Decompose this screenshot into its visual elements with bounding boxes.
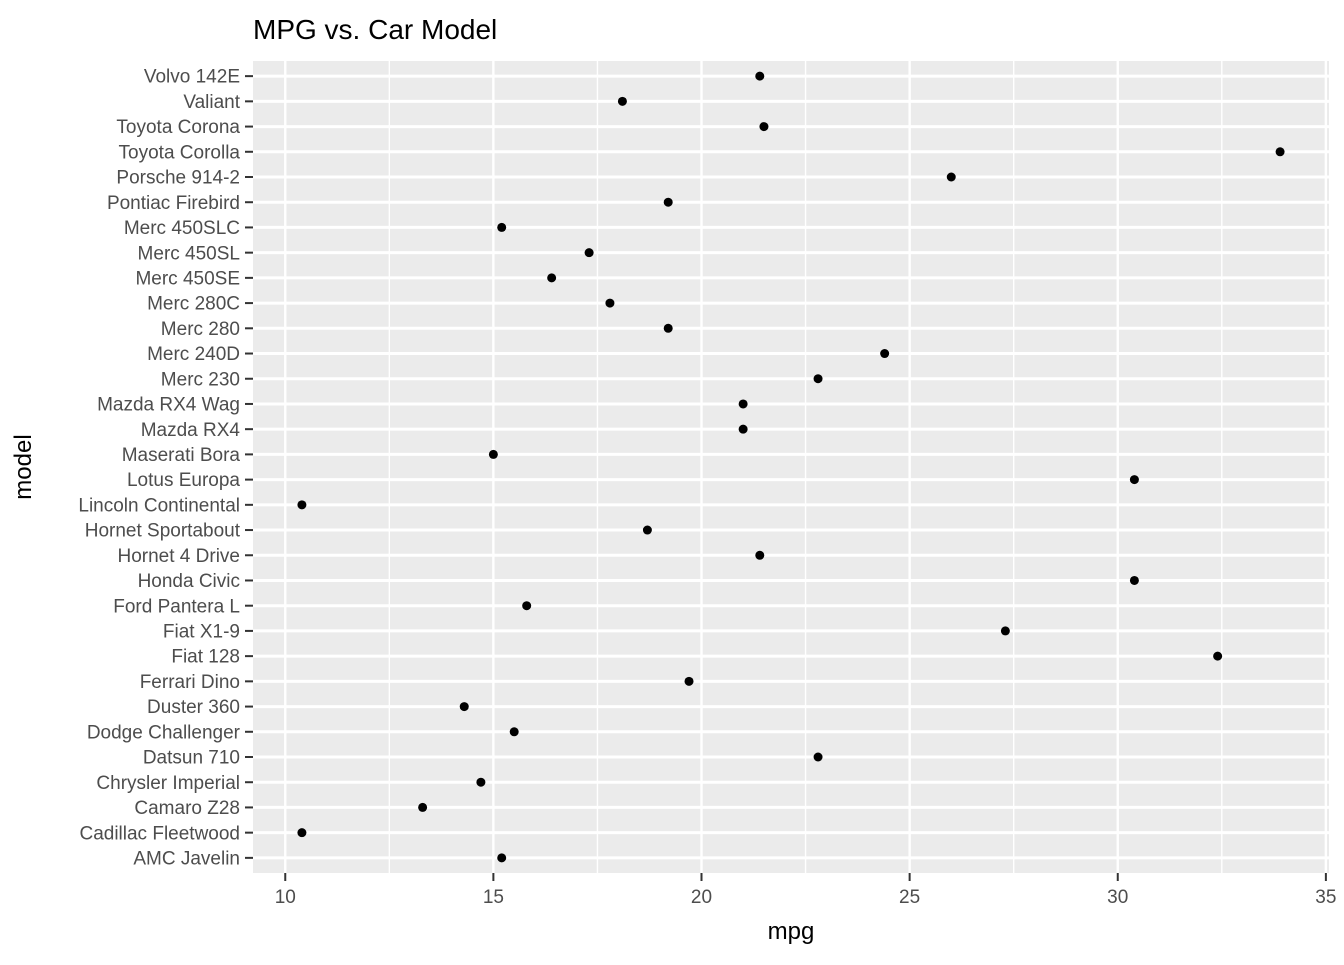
data-point: [813, 374, 823, 384]
x-tick-label: 25: [899, 887, 920, 908]
y-tick-label: Lotus Europa: [127, 470, 240, 491]
data-points: [297, 71, 1285, 863]
y-tick-label: Duster 360: [147, 697, 240, 718]
y-tick-label: Honda Civic: [138, 571, 240, 592]
y-tick-label: Fiat X1-9: [163, 622, 240, 643]
data-point: [755, 550, 765, 560]
data-point: [738, 399, 748, 409]
y-tick-label: Lincoln Continental: [78, 495, 240, 516]
data-point: [684, 676, 694, 686]
y-tick-label: Merc 280: [161, 319, 240, 340]
x-tick-label: 15: [483, 887, 504, 908]
data-point: [297, 828, 307, 838]
y-tick-label: Datsun 710: [143, 748, 240, 769]
data-point: [1213, 651, 1223, 661]
chart-title: MPG vs. Car Model: [253, 14, 497, 45]
data-point: [497, 222, 507, 232]
y-tick-label: Dodge Challenger: [87, 722, 241, 743]
y-tick-label: Merc 450SLC: [124, 218, 240, 239]
data-point: [663, 197, 673, 207]
data-point: [759, 122, 769, 132]
x-tick-label: 20: [691, 887, 712, 908]
y-tick-label: Pontiac Firebird: [107, 193, 240, 214]
y-tick-label: Merc 240D: [147, 344, 240, 365]
data-point: [1129, 575, 1139, 585]
y-tick-label: Merc 230: [161, 369, 240, 390]
data-point: [297, 500, 307, 510]
data-point: [522, 601, 532, 611]
minor-gridlines: [388, 61, 1223, 873]
y-tick-label: Chrysler Imperial: [96, 773, 240, 794]
data-point: [663, 323, 673, 333]
data-point: [642, 525, 652, 535]
data-point: [509, 727, 519, 737]
data-point: [605, 298, 615, 308]
data-point: [813, 752, 823, 762]
y-tick-label: Hornet Sportabout: [85, 521, 241, 542]
data-point: [584, 248, 594, 258]
axis-tick-labels: 10 15 20 25 30 35 Volvo 142E Valiant Toyota Coro…: [78, 67, 1336, 908]
y-tick-label: Volvo 142E: [144, 67, 240, 88]
y-tick-label: Toyota Corolla: [119, 142, 241, 163]
plot-panel-background: [253, 61, 1329, 873]
y-tick-label: Mazda RX4: [141, 420, 241, 441]
y-tick-label: Camaro Z28: [134, 798, 240, 819]
data-point: [459, 702, 469, 712]
y-axis-title: model: [10, 434, 37, 499]
data-point: [1275, 147, 1285, 157]
y-tick-label: AMC Javelin: [133, 848, 240, 869]
data-point: [547, 273, 557, 283]
data-point: [617, 96, 627, 106]
x-axis-title: mpg: [768, 918, 815, 945]
y-tick-label: Porsche 914-2: [116, 168, 240, 189]
data-point: [738, 424, 748, 434]
y-tick-label: Merc 450SE: [135, 268, 240, 289]
x-tick-label: 35: [1315, 887, 1336, 908]
data-point: [1000, 626, 1010, 636]
y-tick-label: Toyota Corona: [116, 117, 240, 138]
data-point: [880, 349, 890, 359]
data-point: [418, 802, 428, 812]
x-tick-label: 10: [275, 887, 296, 908]
y-tick-label: Ford Pantera L: [113, 596, 240, 617]
y-tick-label: Maserati Bora: [122, 445, 241, 466]
data-point: [497, 853, 507, 863]
y-tick-label: Merc 450SL: [138, 243, 240, 264]
y-tick-label: Valiant: [183, 92, 240, 113]
y-tick-label: Cadillac Fleetwood: [79, 823, 240, 844]
data-point: [476, 777, 486, 787]
data-point: [946, 172, 956, 182]
y-tick-label: Merc 280C: [147, 294, 240, 315]
x-tick-label: 30: [1107, 887, 1128, 908]
data-point: [755, 71, 765, 81]
y-tick-label: Mazda RX4 Wag: [97, 395, 240, 416]
major-gridlines: [253, 61, 1329, 873]
data-point: [488, 449, 498, 459]
axis-tick-marks: [245, 75, 1327, 881]
data-point: [1129, 475, 1139, 485]
y-tick-label: Ferrari Dino: [140, 672, 240, 693]
y-tick-label: Fiat 128: [171, 647, 240, 668]
y-tick-label: Hornet 4 Drive: [118, 546, 241, 567]
